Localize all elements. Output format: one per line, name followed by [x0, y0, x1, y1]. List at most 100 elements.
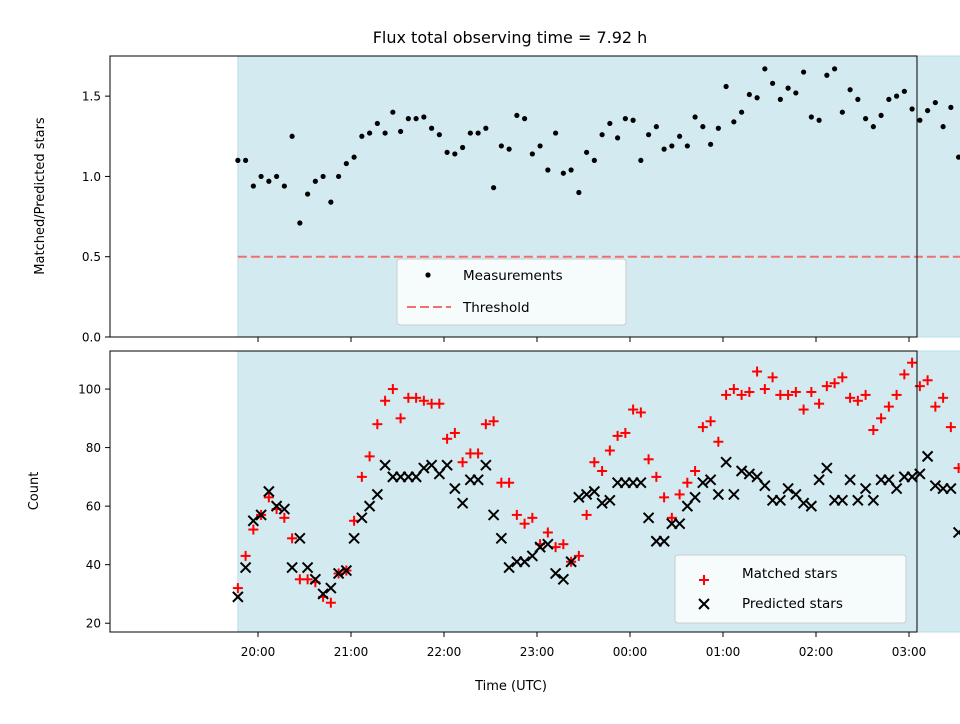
matched-star-point	[287, 533, 298, 544]
measurement-point	[281, 183, 287, 189]
measurement-point	[545, 167, 551, 173]
predicted-star-point	[945, 482, 957, 495]
predicted-star-point	[952, 526, 960, 539]
predicted-star-point	[549, 567, 562, 580]
matched-star-point	[263, 492, 274, 503]
predicted-star-point	[534, 541, 546, 553]
measurement-point	[250, 183, 256, 189]
count-x-axis: 20:00 21:00 22:00 23:00 00:00 01:00 02:00 03:00…	[241, 632, 926, 659]
count-x-axis-label: Time (UTC)	[474, 679, 547, 694]
matched-star-point	[519, 518, 530, 529]
predicted-star-point	[286, 561, 298, 574]
count-y-tick-label: 20	[86, 617, 101, 631]
count-x-tick-label: 23:00	[520, 645, 555, 659]
matched-star-point	[589, 457, 600, 468]
predicted-star-point	[232, 591, 244, 603]
legend-predicted-label: Predicted stars	[742, 596, 843, 612]
measurement-point	[739, 109, 745, 115]
measurement-point	[405, 116, 411, 122]
matched-star-point	[666, 512, 677, 523]
measurement-point	[948, 104, 954, 110]
matched-star-point	[364, 451, 375, 462]
count-y-tick-label: 60	[86, 500, 101, 514]
predicted-star-point	[580, 488, 593, 501]
matched-star-point	[721, 389, 732, 400]
matched-star-point	[248, 524, 259, 535]
ratio-plot-frame	[109, 55, 918, 338]
ratio-y-tick-label: 0.0	[82, 331, 101, 345]
measurement-point	[398, 128, 404, 135]
predicted-star-point	[317, 588, 329, 600]
predicted-star-point	[472, 474, 484, 486]
predicted-star-point	[813, 474, 825, 486]
predicted-star-point	[821, 462, 833, 474]
ratio-x-ticks	[257, 337, 910, 342]
measurement-point	[832, 66, 838, 72]
measurement-point	[785, 85, 791, 91]
predicted-star-point	[456, 497, 469, 509]
measurement-point	[847, 87, 853, 93]
predicted-star-point	[565, 556, 577, 568]
predicted-star-point	[487, 509, 500, 521]
measurement-point	[816, 117, 822, 123]
predicted-star-point	[588, 485, 601, 498]
measurement-point	[529, 151, 535, 157]
predicted-star-point	[890, 482, 903, 495]
matched-star-point	[705, 416, 716, 427]
count-x-tick-label: 00:00	[613, 645, 648, 659]
ratio-legend: Measurements Threshold	[396, 258, 627, 326]
predicted-star-point	[348, 532, 360, 545]
measurement-point	[870, 124, 876, 130]
count-plot-frame	[109, 350, 918, 633]
predicted-star-point	[759, 479, 771, 492]
predicted-star-point	[720, 456, 732, 468]
matched-star-point	[380, 395, 391, 406]
measurement-point	[243, 157, 249, 163]
measurement-point	[289, 133, 295, 139]
matched-star-point	[550, 542, 561, 553]
predicted-star-point	[704, 474, 717, 486]
measurement-point	[615, 135, 621, 141]
matched-star-point	[558, 539, 569, 550]
predicted-star-point	[859, 482, 872, 495]
measurement-point	[390, 109, 396, 115]
measurement-point	[413, 116, 419, 122]
ratio-y-axis-label: Matched/Predicted stars	[33, 117, 48, 275]
matched-star-point	[674, 489, 685, 500]
measurement-point	[677, 133, 683, 139]
matched-star-point	[907, 357, 918, 368]
count-x-tick-label: 21:00	[334, 645, 369, 659]
matched-star-point	[473, 448, 484, 459]
measurement-point	[956, 154, 960, 160]
matched-star-point	[643, 454, 654, 465]
measurement-point	[669, 143, 675, 149]
measurement-point	[692, 114, 698, 120]
count-x-tick-label: 01:00	[706, 645, 741, 659]
matched-star-point	[635, 407, 646, 418]
measurement-point	[715, 125, 721, 131]
matched-star-point	[279, 512, 290, 523]
matched-star-point	[806, 386, 817, 397]
measurement-point	[491, 185, 497, 191]
measurement-point	[436, 132, 442, 138]
count-panel: 20 40 60 80 100 20:00 21:00 22:00 23:00 00:00 01:…	[27, 350, 960, 694]
measurement-point	[429, 125, 435, 131]
predicted-star-point	[301, 561, 314, 574]
measurement-point	[607, 120, 613, 127]
count-y-axis: 20 40 60 80 100	[78, 383, 110, 631]
measurement-point	[382, 130, 388, 136]
matched-star-point	[527, 512, 538, 523]
predicted-star-point	[782, 482, 794, 495]
ratio-legend-box	[396, 258, 627, 326]
predicted-star-point	[929, 479, 942, 492]
matched-star-point	[945, 422, 956, 433]
measurement-point	[421, 114, 427, 120]
measurement-point	[839, 109, 845, 115]
predicted-star-point	[774, 494, 787, 506]
measurement-point	[498, 143, 504, 149]
matched-star-point	[682, 477, 693, 488]
matched-star-point	[690, 466, 701, 477]
measurement-point	[328, 199, 334, 205]
predicted-star-point	[712, 488, 725, 501]
matched-star-point	[542, 527, 553, 538]
